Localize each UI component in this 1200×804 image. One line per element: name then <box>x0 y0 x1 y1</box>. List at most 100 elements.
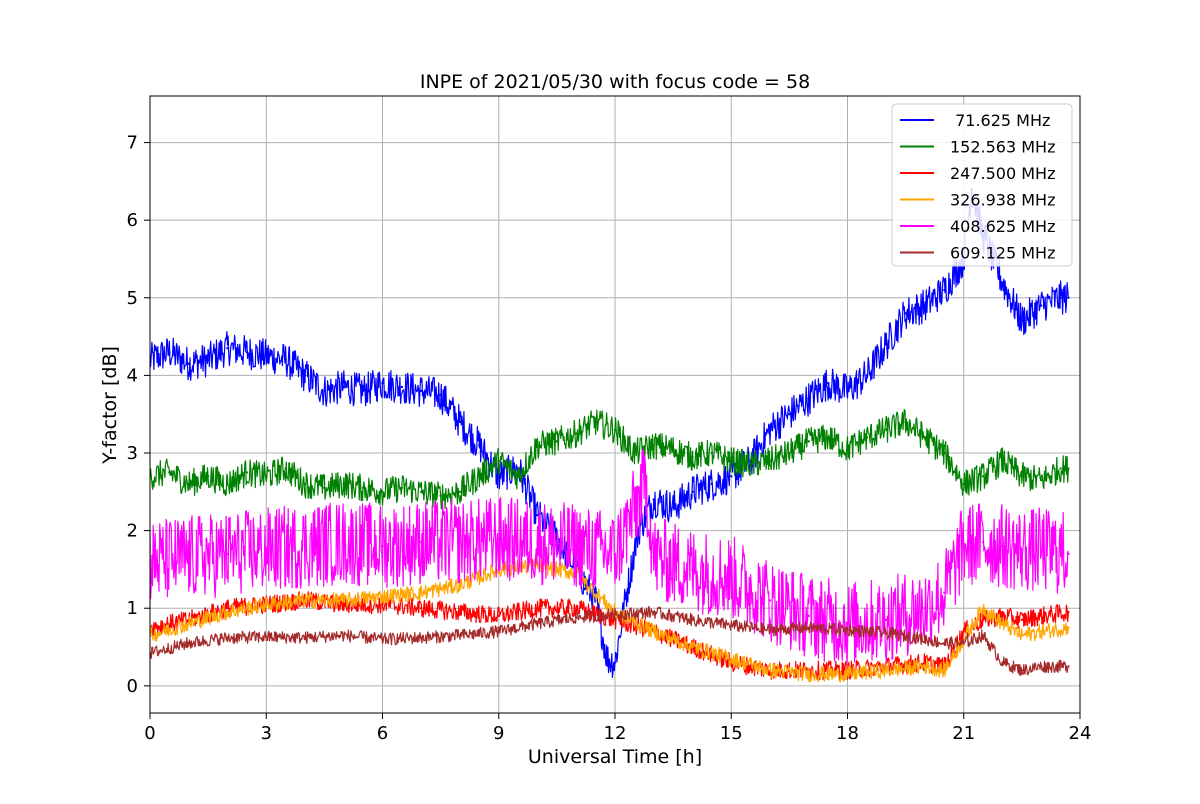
data-point <box>206 358 210 362</box>
data-point <box>168 350 171 354</box>
x-tick-label: 3 <box>261 723 272 744</box>
data-point <box>303 599 307 602</box>
data-point <box>652 498 655 501</box>
data-point <box>768 428 772 431</box>
data-point <box>187 362 190 365</box>
data-point <box>730 459 733 462</box>
data-point <box>342 603 345 606</box>
data-point <box>885 618 888 622</box>
series-group <box>150 187 1070 683</box>
data-point <box>1040 614 1043 618</box>
data-point <box>923 661 927 664</box>
data-point <box>1067 296 1070 299</box>
chart-title: INPE of 2021/05/30 with focus code = 58 <box>420 71 810 93</box>
data-point <box>458 634 462 637</box>
data-point <box>1040 548 1043 552</box>
data-point <box>187 641 190 645</box>
x-axis-label: Universal Time [h] <box>528 746 702 768</box>
legend-label: 71.625 MHz <box>950 111 1050 130</box>
y-tick-label: 4 <box>127 365 138 386</box>
data-point <box>691 455 694 459</box>
data-point <box>1001 614 1004 618</box>
x-tick-label: 21 <box>952 723 975 744</box>
data-point <box>730 475 733 478</box>
data-point <box>226 610 229 614</box>
data-point <box>439 494 442 497</box>
data-point <box>536 607 539 610</box>
x-tick-label: 12 <box>604 723 627 744</box>
data-point <box>633 451 636 455</box>
legend: 71.625 MHz 152.563 MHz 247.500 MHz 326.938 … <box>891 103 1073 267</box>
x-tick-label: 9 <box>493 723 504 744</box>
series-line <box>150 448 1069 664</box>
data-point <box>187 622 190 625</box>
data-point <box>439 393 442 396</box>
data-point <box>536 622 539 625</box>
data-point <box>768 669 772 672</box>
data-point <box>342 385 345 389</box>
x-tick-label: 24 <box>1069 723 1092 744</box>
data-point <box>187 482 190 486</box>
y-tick-label: 2 <box>127 521 138 542</box>
legend-box <box>891 103 1073 267</box>
data-point <box>1067 610 1070 614</box>
data-point <box>594 420 597 424</box>
data-point <box>652 444 655 447</box>
data-point <box>420 636 423 639</box>
series-4 <box>150 448 1070 664</box>
data-point <box>575 616 578 619</box>
data-point <box>478 475 481 478</box>
data-point <box>284 358 287 362</box>
data-point <box>846 672 849 676</box>
data-point <box>497 630 500 633</box>
data-point <box>516 475 520 478</box>
data-point <box>691 568 694 571</box>
data-point <box>730 657 733 660</box>
data-point <box>420 389 423 393</box>
data-point <box>885 669 888 672</box>
y-tick-label: 1 <box>127 598 138 619</box>
data-point <box>226 347 229 350</box>
data-point <box>226 607 229 610</box>
data-point <box>458 610 462 614</box>
data-point <box>904 312 907 315</box>
data-point <box>555 440 559 443</box>
x-tick-label: 18 <box>836 723 859 744</box>
data-point <box>1020 475 1024 478</box>
data-point <box>361 486 365 490</box>
data-point <box>807 672 810 676</box>
data-point <box>644 482 648 486</box>
legend-label: 152.563 MHz <box>950 138 1055 157</box>
data-point <box>1001 544 1004 548</box>
data-point <box>885 631 888 635</box>
data-point <box>381 544 384 548</box>
data-point <box>981 541 985 544</box>
data-point <box>420 591 423 594</box>
data-point <box>749 463 752 466</box>
data-point <box>323 389 326 393</box>
data-point <box>458 420 462 424</box>
data-point <box>458 541 462 544</box>
data-point <box>400 486 404 490</box>
data-point <box>168 471 171 474</box>
data-point <box>826 381 830 385</box>
y-axis-label: Y-factor [dB] <box>99 346 121 465</box>
data-point <box>865 436 869 439</box>
data-point <box>606 657 609 660</box>
data-point <box>342 541 345 544</box>
data-point <box>981 618 985 622</box>
data-point <box>400 385 404 389</box>
data-point <box>807 626 810 629</box>
data-point <box>226 636 229 639</box>
data-point <box>807 614 810 618</box>
data-point <box>846 389 849 393</box>
data-point <box>652 630 655 633</box>
data-point <box>710 482 714 486</box>
data-point <box>1040 304 1043 307</box>
data-point <box>981 634 985 637</box>
data-point <box>768 459 772 462</box>
data-point <box>420 541 423 544</box>
x-tick-label: 15 <box>720 723 743 744</box>
data-point <box>303 482 307 486</box>
